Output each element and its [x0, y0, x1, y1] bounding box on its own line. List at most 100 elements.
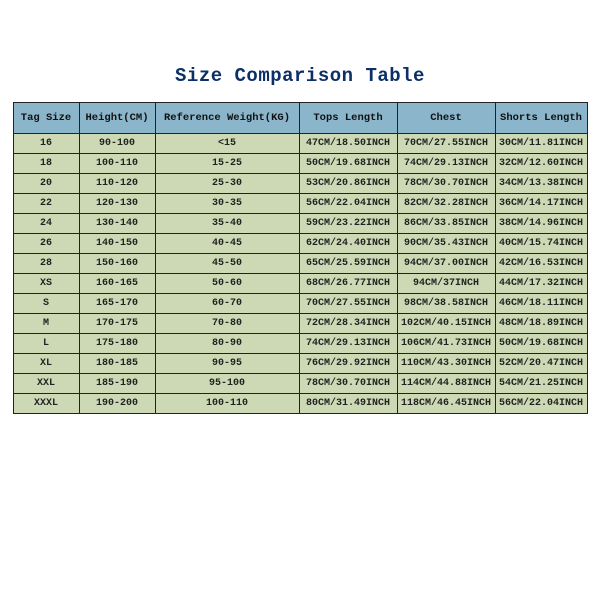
table-cell: 118CM/46.45INCH [397, 394, 495, 414]
table-cell: 130-140 [79, 214, 155, 234]
table-cell: 76CM/29.92INCH [299, 354, 397, 374]
table-cell: 65CM/25.59INCH [299, 254, 397, 274]
table-cell: 86CM/33.85INCH [397, 214, 495, 234]
table-row: L175-18080-9074CM/29.13INCH106CM/41.73IN… [13, 334, 587, 354]
table-cell: 150-160 [79, 254, 155, 274]
table-cell: 32CM/12.60INCH [495, 154, 587, 174]
table-cell: 40-45 [155, 234, 299, 254]
table-cell: 50-60 [155, 274, 299, 294]
table-cell: 60-70 [155, 294, 299, 314]
column-header: Tops Length [299, 103, 397, 134]
table-cell: 30-35 [155, 194, 299, 214]
table-row: 24130-14035-4059CM/23.22INCH86CM/33.85IN… [13, 214, 587, 234]
table-cell: 16 [13, 134, 79, 154]
table-cell: 20 [13, 174, 79, 194]
table-cell: 72CM/28.34INCH [299, 314, 397, 334]
table-row: 18100-11015-2550CM/19.68INCH74CM/29.13IN… [13, 154, 587, 174]
table-cell: 56CM/22.04INCH [495, 394, 587, 414]
table-cell: 160-165 [79, 274, 155, 294]
page-title: Size Comparison Table [0, 0, 600, 102]
table-cell: 185-190 [79, 374, 155, 394]
table-cell: 170-175 [79, 314, 155, 334]
table-cell: 70CM/27.55INCH [397, 134, 495, 154]
table-cell: 44CM/17.32INCH [495, 274, 587, 294]
table-cell: 35-40 [155, 214, 299, 234]
column-header: Shorts Length [495, 103, 587, 134]
table-cell: XS [13, 274, 79, 294]
table-row: XXL185-19095-10078CM/30.70INCH114CM/44.8… [13, 374, 587, 394]
table-cell: 52CM/20.47INCH [495, 354, 587, 374]
table-cell: 190-200 [79, 394, 155, 414]
table-cell: 110CM/43.30INCH [397, 354, 495, 374]
column-header: Reference Weight(KG) [155, 103, 299, 134]
table-cell: L [13, 334, 79, 354]
table-cell: 82CM/32.28INCH [397, 194, 495, 214]
table-cell: 68CM/26.77INCH [299, 274, 397, 294]
table-cell: 94CM/37INCH [397, 274, 495, 294]
table-cell: 56CM/22.04INCH [299, 194, 397, 214]
table-cell: 80CM/31.49INCH [299, 394, 397, 414]
column-header: Height(CM) [79, 103, 155, 134]
table-cell: 28 [13, 254, 79, 274]
table-cell: 106CM/41.73INCH [397, 334, 495, 354]
table-head: Tag SizeHeight(CM)Reference Weight(KG)To… [13, 103, 587, 134]
table-cell: 25-30 [155, 174, 299, 194]
table-cell: 70-80 [155, 314, 299, 334]
table-row: 28150-16045-5065CM/25.59INCH94CM/37.00IN… [13, 254, 587, 274]
size-table: Tag SizeHeight(CM)Reference Weight(KG)To… [13, 102, 588, 414]
table-cell: <15 [155, 134, 299, 154]
column-header: Tag Size [13, 103, 79, 134]
table-cell: 100-110 [155, 394, 299, 414]
table-cell: 36CM/14.17INCH [495, 194, 587, 214]
table-cell: 59CM/23.22INCH [299, 214, 397, 234]
table-row: S165-17060-7070CM/27.55INCH98CM/38.58INC… [13, 294, 587, 314]
table-cell: 110-120 [79, 174, 155, 194]
table-cell: 46CM/18.11INCH [495, 294, 587, 314]
table-cell: 102CM/40.15INCH [397, 314, 495, 334]
table-cell: 50CM/19.68INCH [495, 334, 587, 354]
table-cell: 62CM/24.40INCH [299, 234, 397, 254]
table-row: 1690-100<1547CM/18.50INCH70CM/27.55INCH3… [13, 134, 587, 154]
table-cell: 70CM/27.55INCH [299, 294, 397, 314]
table-cell: 165-170 [79, 294, 155, 314]
table-row: 22120-13030-3556CM/22.04INCH82CM/32.28IN… [13, 194, 587, 214]
table-cell: 24 [13, 214, 79, 234]
table-cell: 42CM/16.53INCH [495, 254, 587, 274]
table-body: 1690-100<1547CM/18.50INCH70CM/27.55INCH3… [13, 134, 587, 414]
table-cell: S [13, 294, 79, 314]
table-cell: 100-110 [79, 154, 155, 174]
table-cell: 22 [13, 194, 79, 214]
table-cell: 18 [13, 154, 79, 174]
table-row: 20110-12025-3053CM/20.86INCH78CM/30.70IN… [13, 174, 587, 194]
table-row: XL180-18590-9576CM/29.92INCH110CM/43.30I… [13, 354, 587, 374]
table-row: 26140-15040-4562CM/24.40INCH90CM/35.43IN… [13, 234, 587, 254]
table-cell: M [13, 314, 79, 334]
table-cell: 90CM/35.43INCH [397, 234, 495, 254]
table-cell: 98CM/38.58INCH [397, 294, 495, 314]
table-cell: 120-130 [79, 194, 155, 214]
table-cell: XXL [13, 374, 79, 394]
table-row: XXXL190-200100-11080CM/31.49INCH118CM/46… [13, 394, 587, 414]
table-cell: 74CM/29.13INCH [299, 334, 397, 354]
table-cell: 34CM/13.38INCH [495, 174, 587, 194]
table-cell: 80-90 [155, 334, 299, 354]
table-cell: XXXL [13, 394, 79, 414]
table-cell: 53CM/20.86INCH [299, 174, 397, 194]
table-cell: 78CM/30.70INCH [299, 374, 397, 394]
table-cell: 54CM/21.25INCH [495, 374, 587, 394]
table-cell: 15-25 [155, 154, 299, 174]
table-cell: 38CM/14.96INCH [495, 214, 587, 234]
table-cell: 90-100 [79, 134, 155, 154]
table-cell: 30CM/11.81INCH [495, 134, 587, 154]
table-cell: 94CM/37.00INCH [397, 254, 495, 274]
table-cell: XL [13, 354, 79, 374]
table-cell: 78CM/30.70INCH [397, 174, 495, 194]
table-cell: 114CM/44.88INCH [397, 374, 495, 394]
page: Size Comparison Table Tag SizeHeight(CM)… [0, 0, 600, 600]
table-cell: 26 [13, 234, 79, 254]
table-row: XS160-16550-6068CM/26.77INCH94CM/37INCH4… [13, 274, 587, 294]
table-cell: 50CM/19.68INCH [299, 154, 397, 174]
table-row: M170-17570-8072CM/28.34INCH102CM/40.15IN… [13, 314, 587, 334]
table-cell: 90-95 [155, 354, 299, 374]
column-header: Chest [397, 103, 495, 134]
